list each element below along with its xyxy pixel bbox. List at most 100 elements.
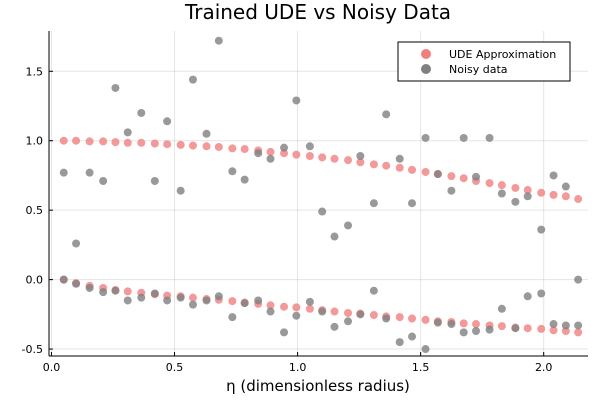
ude-point [280,149,289,158]
ude-point [356,158,365,167]
ude-point [59,136,68,145]
ude-point [123,138,132,147]
noisy-point [59,275,68,284]
noisy-point [369,199,378,208]
noisy-point [356,152,365,160]
noisy-point [280,143,289,152]
ude-point [523,324,532,333]
noisy-point [395,338,404,347]
ude-point [537,188,546,197]
noisy-point [305,142,314,151]
noisy-point [214,292,223,301]
ude-point [497,322,506,331]
noisy-point [561,321,570,330]
noisy-point [369,286,378,295]
data-points [59,36,583,354]
noisy-point [523,292,532,301]
noisy-point [202,129,211,138]
ude-point [111,138,120,147]
x-tick-label: 1.0 [289,361,307,374]
noisy-point [266,154,275,163]
noisy-point [549,171,558,180]
legend-label-noisy: Noisy data [449,63,508,76]
noisy-point [202,296,211,305]
noisy-point [511,197,520,206]
series-ude-approximation [59,136,583,337]
ude-point [369,160,378,169]
noisy-point [99,177,108,185]
ude-point [344,156,353,165]
ude-point [549,190,558,199]
noisy-point [188,300,197,309]
noisy-point [382,110,391,119]
ude-point [537,324,546,333]
ude-point [188,293,197,302]
x-ticks: 0.0 0.5 1.0 1.5 2.0 [43,352,553,374]
noisy-point [485,133,494,142]
noisy-point [523,192,532,201]
ude-point [395,313,404,322]
ude-point [447,172,456,181]
noisy-point [549,320,558,329]
y-tick-label: 0.5 [26,204,44,217]
noisy-point [280,328,289,337]
ude-point [421,167,430,176]
noisy-point [330,322,339,331]
x-tick-label: 0.0 [43,361,61,374]
ude-point [472,320,481,329]
y-tick-label: -0.5 [22,343,43,356]
noisy-point [472,172,481,181]
ude-point [382,161,391,170]
noisy-point [240,299,249,308]
ude-point [305,304,314,313]
noisy-point [188,75,197,84]
ude-point [72,136,81,145]
legend-label-ude: UDE Approximation [449,48,556,61]
noisy-point [472,327,481,335]
noisy-point [537,225,546,234]
ude-point [318,153,327,162]
x-axis-title: η (dimensionless radius) [226,377,410,395]
chart-title: Trained UDE vs Noisy Data [184,0,451,24]
noisy-point [574,275,583,284]
noisy-point [176,293,185,302]
ude-point [266,301,275,310]
ude-point [85,137,94,146]
ude-point [421,315,430,324]
ude-point [369,311,378,320]
noisy-point [176,186,185,195]
noisy-point [561,182,570,191]
ude-point [574,195,583,204]
noisy-point [292,311,301,320]
noisy-point [111,286,120,295]
y-tick-label: 1.5 [26,65,44,78]
ude-point [330,154,339,163]
noisy-point [408,199,417,208]
noisy-point [266,307,275,316]
noisy-point [318,307,327,316]
ude-point [561,327,570,335]
ude-point [523,186,532,195]
noisy-point [150,177,159,185]
noisy-point [163,117,172,126]
x-tick-label: 1.5 [412,361,430,374]
ude-point [228,144,237,153]
noisy-point [574,321,583,330]
noisy-point [497,304,506,313]
ude-point [574,328,583,337]
noisy-point [485,325,494,334]
noisy-point [330,232,339,241]
noisy-point [214,36,223,45]
y-tick-label: 1.0 [26,135,44,148]
ude-point [99,137,108,146]
ude-point [150,139,159,148]
ude-point [485,179,494,188]
x-tick-label: 2.0 [535,361,553,374]
ude-point [459,174,468,183]
y-ticks: -0.5 0.0 0.5 1.0 1.5 [22,65,53,356]
noisy-point [537,289,546,298]
noisy-point [459,328,468,337]
noisy-point [150,289,159,298]
ude-point [292,150,301,159]
